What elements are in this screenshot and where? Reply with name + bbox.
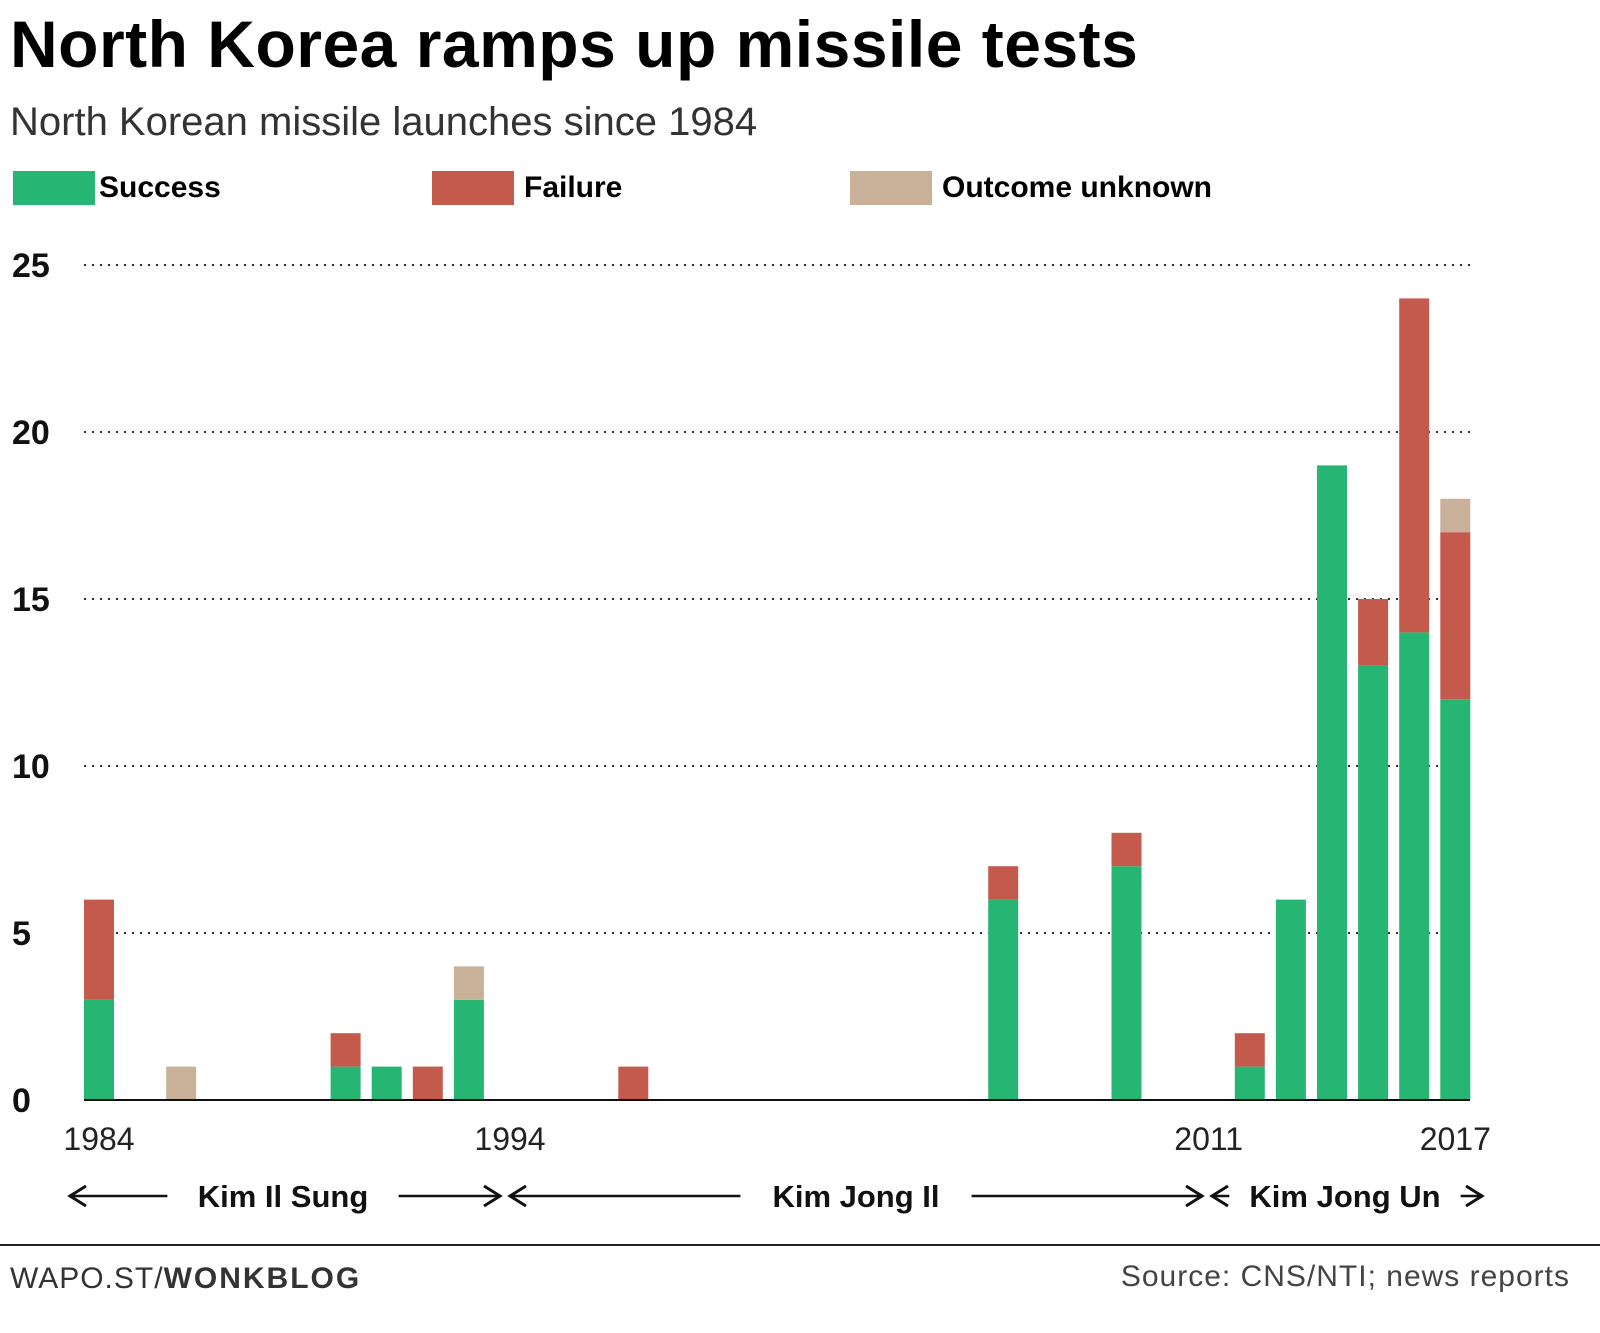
chart-subtitle: North Korean missile launches since 1984 — [10, 100, 758, 144]
bar-segment — [1440, 532, 1471, 700]
x-tick-label: 1994 — [474, 1121, 545, 1157]
bar-segment — [1234, 1033, 1265, 1067]
bar-segment — [1358, 599, 1389, 666]
bar-segment — [1317, 465, 1347, 1100]
footer-brand: WONKBLOG — [163, 1262, 362, 1295]
bar-segment — [1275, 899, 1306, 1100]
bar-segment — [166, 1066, 197, 1100]
bar-segment — [1440, 498, 1471, 533]
legend-swatch-success — [13, 171, 95, 205]
bar-segment — [988, 899, 1019, 1100]
era-arrow-right-icon — [1185, 1184, 1205, 1208]
bar-segment — [1234, 1066, 1265, 1100]
bar-segment — [453, 966, 484, 1000]
bar-segment — [1399, 298, 1430, 633]
source-note: Source: CNS/NTI; news reports — [1120, 1260, 1570, 1293]
legend-swatch-unknown — [850, 171, 932, 205]
legend-item-failure: Failure — [432, 170, 622, 206]
legend-item-success: Success — [13, 170, 221, 206]
bar-segment — [453, 999, 484, 1100]
era-arrow-right-icon — [483, 1184, 503, 1208]
footer-divider — [0, 1244, 1600, 1246]
footer-credit: WAPO.ST/WONKBLOG — [10, 1262, 361, 1296]
era-arrow-right-icon — [1465, 1184, 1485, 1208]
y-tick-label: 10 — [12, 748, 50, 786]
x-tick-label: 2011 — [1174, 1121, 1243, 1157]
bar-segment — [618, 1066, 649, 1100]
bar-segment — [330, 1066, 361, 1100]
chart-title: North Korea ramps up missile tests — [10, 7, 1139, 81]
x-tick-label: 2017 — [1420, 1121, 1491, 1157]
era-label: Kim Il Sung — [198, 1179, 369, 1214]
y-tick-label: 5 — [12, 915, 31, 953]
bar-segment — [371, 1066, 402, 1100]
bar-segment — [1111, 866, 1142, 1100]
bar-segment — [1399, 632, 1430, 1100]
y-tick-label: 20 — [12, 414, 50, 452]
bar-segment — [412, 1066, 443, 1100]
y-tick-label: 0 — [12, 1082, 31, 1120]
bar-segment — [1111, 832, 1142, 867]
bar-segment — [1358, 665, 1389, 1100]
legend-item-unknown: Outcome unknown — [850, 170, 1212, 206]
bar-chart: 0 5 10 15 20 25 1984 1994 2011 2017 Kim Il Sung Kim… — [12, 247, 1491, 1214]
bar-segment — [84, 999, 114, 1100]
footer-credit-prefix: WAPO.ST/ — [10, 1262, 164, 1295]
bar-segment — [84, 899, 114, 1000]
era-arrow-left-icon — [1209, 1184, 1229, 1208]
legend-label-failure: Failure — [524, 171, 623, 204]
era-arrow-left-icon — [67, 1184, 87, 1208]
legend-swatch-failure — [432, 171, 514, 205]
legend-label-unknown: Outcome unknown — [942, 171, 1212, 204]
y-tick-label: 15 — [12, 581, 50, 619]
era-arrow-left-icon — [507, 1184, 527, 1208]
era-label: Kim Jong Un — [1249, 1179, 1440, 1214]
y-tick-label: 25 — [12, 247, 50, 285]
x-tick-label: 1984 — [63, 1121, 134, 1157]
legend-label-success: Success — [99, 171, 221, 204]
era-label: Kim Jong Il — [772, 1179, 939, 1214]
bar-segment — [330, 1033, 361, 1067]
bar-segment — [988, 866, 1019, 900]
bar-segment — [1440, 699, 1471, 1100]
